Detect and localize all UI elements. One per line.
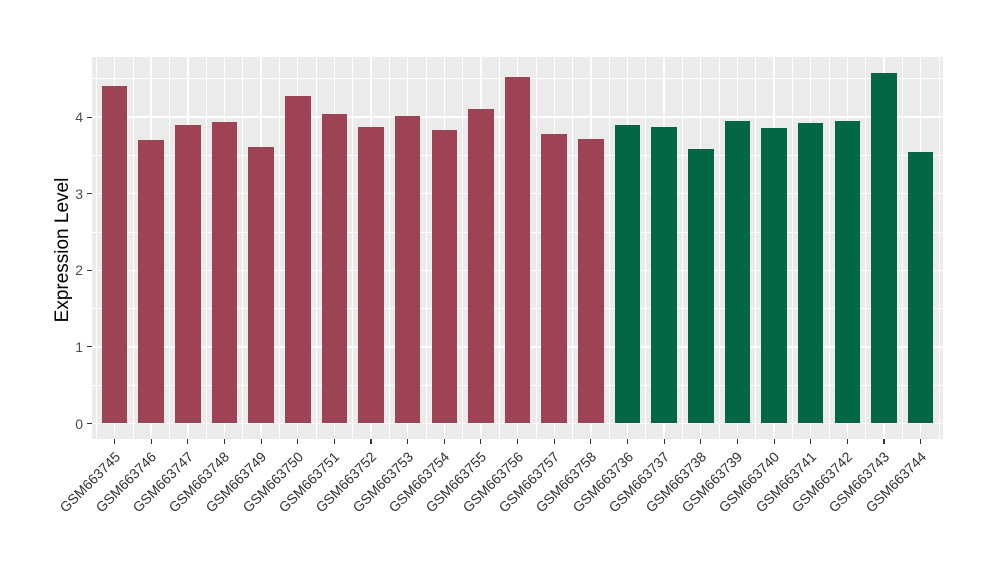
gridline-minor-v <box>425 57 427 439</box>
bar-GSM663752 <box>358 127 384 424</box>
x-tick-mark <box>333 439 335 444</box>
gridline-minor-v <box>901 57 903 439</box>
gridline-minor-v <box>205 57 207 439</box>
bar-GSM663741 <box>797 123 824 424</box>
x-tick-mark <box>700 439 702 444</box>
bar-GSM663738 <box>688 149 714 424</box>
bar-GSM663757 <box>541 133 567 424</box>
bar-GSM663742 <box>834 120 861 424</box>
bar-GSM663756 <box>504 76 531 424</box>
gridline-minor-v <box>279 57 280 439</box>
bar-GSM663740 <box>761 127 787 424</box>
x-tick-mark <box>443 439 445 444</box>
gridline-minor-v <box>682 57 683 439</box>
gridline-minor-v <box>169 57 171 439</box>
x-tick-mark <box>480 439 482 444</box>
gridline-minor-v <box>535 57 537 439</box>
x-tick-mark <box>553 439 555 444</box>
x-tick-mark <box>223 439 225 444</box>
x-tick-mark <box>663 439 665 444</box>
bar-GSM663748 <box>211 122 238 424</box>
bar-GSM663746 <box>138 140 164 424</box>
x-tick-mark <box>407 439 409 444</box>
bar-GSM663751 <box>321 114 348 424</box>
y-tick-label: 1 <box>75 338 83 355</box>
gridline-minor-v <box>498 57 500 439</box>
gridline-minor-v <box>132 57 134 439</box>
y-tick-mark <box>87 346 92 348</box>
x-tick-mark <box>773 439 775 444</box>
y-tick-label: 3 <box>75 185 83 202</box>
gridline-minor-v <box>352 57 354 439</box>
bar-GSM663755 <box>468 108 494 424</box>
gridline-minor-v <box>645 57 647 439</box>
y-tick-mark <box>87 269 92 271</box>
x-tick-mark <box>736 439 738 444</box>
bar-GSM663758 <box>578 139 604 424</box>
x-tick-mark <box>150 439 152 444</box>
plot-panel <box>92 57 943 439</box>
gridline-minor-v <box>718 57 720 439</box>
y-tick-mark <box>87 422 92 425</box>
y-tick-mark <box>87 193 92 195</box>
bar-GSM663754 <box>431 130 458 424</box>
x-tick-mark <box>883 439 885 444</box>
x-tick-mark <box>370 439 372 444</box>
bar-GSM663747 <box>175 124 201 424</box>
y-tick-label: 0 <box>75 415 83 432</box>
bar-GSM663736 <box>614 124 641 424</box>
gridline-minor-v <box>865 57 867 439</box>
x-tick-mark <box>187 439 189 444</box>
bar-GSM663750 <box>285 95 311 424</box>
gridline-minor-v <box>242 57 244 439</box>
gridline-minor-v <box>389 57 390 439</box>
gridline-minor-v <box>315 57 317 439</box>
gridline-minor-v <box>95 57 97 439</box>
x-tick-mark <box>920 439 922 444</box>
bar-GSM663749 <box>248 146 274 424</box>
gridline-minor-v <box>462 57 464 439</box>
x-tick-mark <box>590 439 592 444</box>
gridline-minor-v <box>608 57 610 439</box>
bar-GSM663737 <box>651 127 677 424</box>
x-tick-mark <box>114 439 116 444</box>
bar-GSM663745 <box>101 86 128 424</box>
gridline-minor-v <box>792 57 793 439</box>
gridline-minor-v <box>938 57 940 439</box>
y-tick-mark <box>87 116 92 118</box>
bar-GSM663753 <box>394 116 421 424</box>
gridline-minor-v <box>572 57 574 439</box>
gridline-minor-v <box>755 57 757 439</box>
x-tick-mark <box>517 439 519 444</box>
bar-GSM663744 <box>907 151 934 424</box>
x-tick-mark <box>810 439 812 444</box>
y-tick-label: 2 <box>75 262 83 279</box>
bar-GSM663739 <box>724 120 751 424</box>
y-tick-label: 4 <box>75 109 83 126</box>
x-tick-mark <box>260 439 262 444</box>
y-axis-title: Expression Level <box>52 177 73 323</box>
gridline-minor-v <box>828 57 830 439</box>
x-tick-mark <box>626 439 629 444</box>
bar-GSM663743 <box>871 73 897 424</box>
x-tick-mark <box>297 439 299 444</box>
x-tick-mark <box>846 439 848 444</box>
